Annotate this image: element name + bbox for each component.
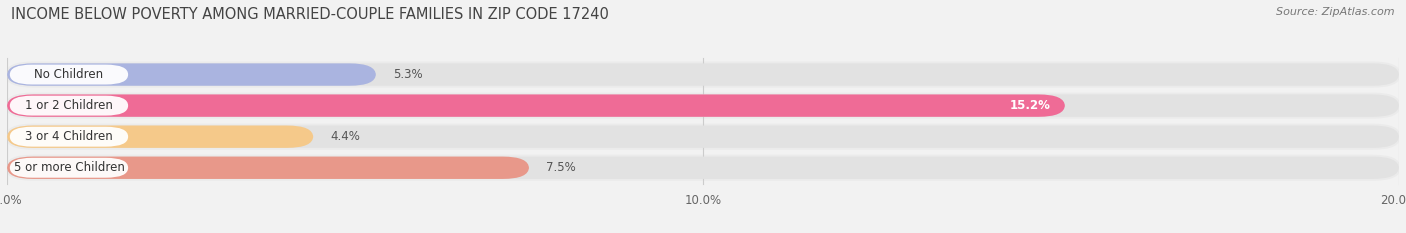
Text: 5 or more Children: 5 or more Children xyxy=(14,161,124,174)
FancyBboxPatch shape xyxy=(10,127,128,147)
FancyBboxPatch shape xyxy=(10,158,128,178)
FancyBboxPatch shape xyxy=(7,157,1399,179)
FancyBboxPatch shape xyxy=(7,63,375,86)
Text: 3 or 4 Children: 3 or 4 Children xyxy=(25,130,112,143)
FancyBboxPatch shape xyxy=(6,155,1400,181)
FancyBboxPatch shape xyxy=(6,62,1400,88)
Text: INCOME BELOW POVERTY AMONG MARRIED-COUPLE FAMILIES IN ZIP CODE 17240: INCOME BELOW POVERTY AMONG MARRIED-COUPL… xyxy=(11,7,609,22)
FancyBboxPatch shape xyxy=(7,126,1399,148)
Text: 5.3%: 5.3% xyxy=(394,68,423,81)
FancyBboxPatch shape xyxy=(10,96,128,116)
Text: Source: ZipAtlas.com: Source: ZipAtlas.com xyxy=(1277,7,1395,17)
Text: 7.5%: 7.5% xyxy=(547,161,576,174)
FancyBboxPatch shape xyxy=(7,157,529,179)
FancyBboxPatch shape xyxy=(10,65,128,85)
Text: 1 or 2 Children: 1 or 2 Children xyxy=(25,99,112,112)
FancyBboxPatch shape xyxy=(7,94,1064,117)
FancyBboxPatch shape xyxy=(6,124,1400,150)
FancyBboxPatch shape xyxy=(7,126,314,148)
Text: No Children: No Children xyxy=(34,68,104,81)
FancyBboxPatch shape xyxy=(7,94,1399,117)
Text: 15.2%: 15.2% xyxy=(1010,99,1052,112)
FancyBboxPatch shape xyxy=(6,93,1400,119)
FancyBboxPatch shape xyxy=(7,63,1399,86)
Text: 4.4%: 4.4% xyxy=(330,130,360,143)
